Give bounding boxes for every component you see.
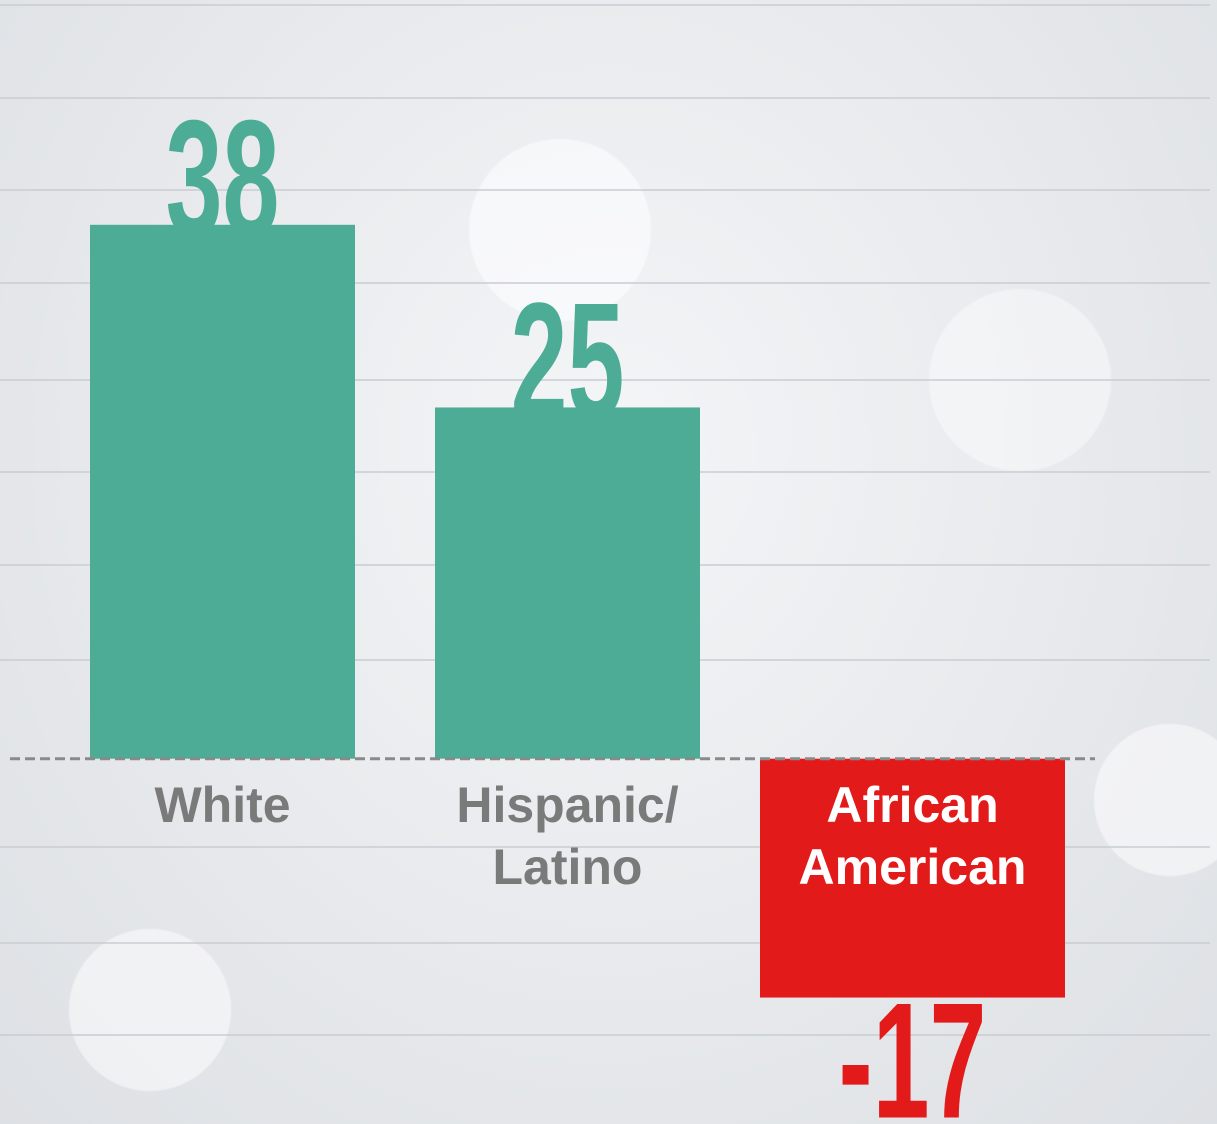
bar (90, 224, 355, 759)
value-label-group: 25 (511, 270, 625, 454)
category-label: Hispanic/ Latino (456, 776, 679, 895)
value-label: 25 (511, 270, 625, 454)
value-label: -17 (839, 970, 987, 1124)
value-label-group: -17 (839, 970, 987, 1124)
bar (760, 758, 1065, 998)
value-label-group: 38 (166, 87, 280, 271)
bar (435, 407, 700, 759)
value-label: 38 (166, 87, 280, 271)
category-label: White (154, 776, 291, 833)
category-label: African American (798, 776, 1027, 895)
